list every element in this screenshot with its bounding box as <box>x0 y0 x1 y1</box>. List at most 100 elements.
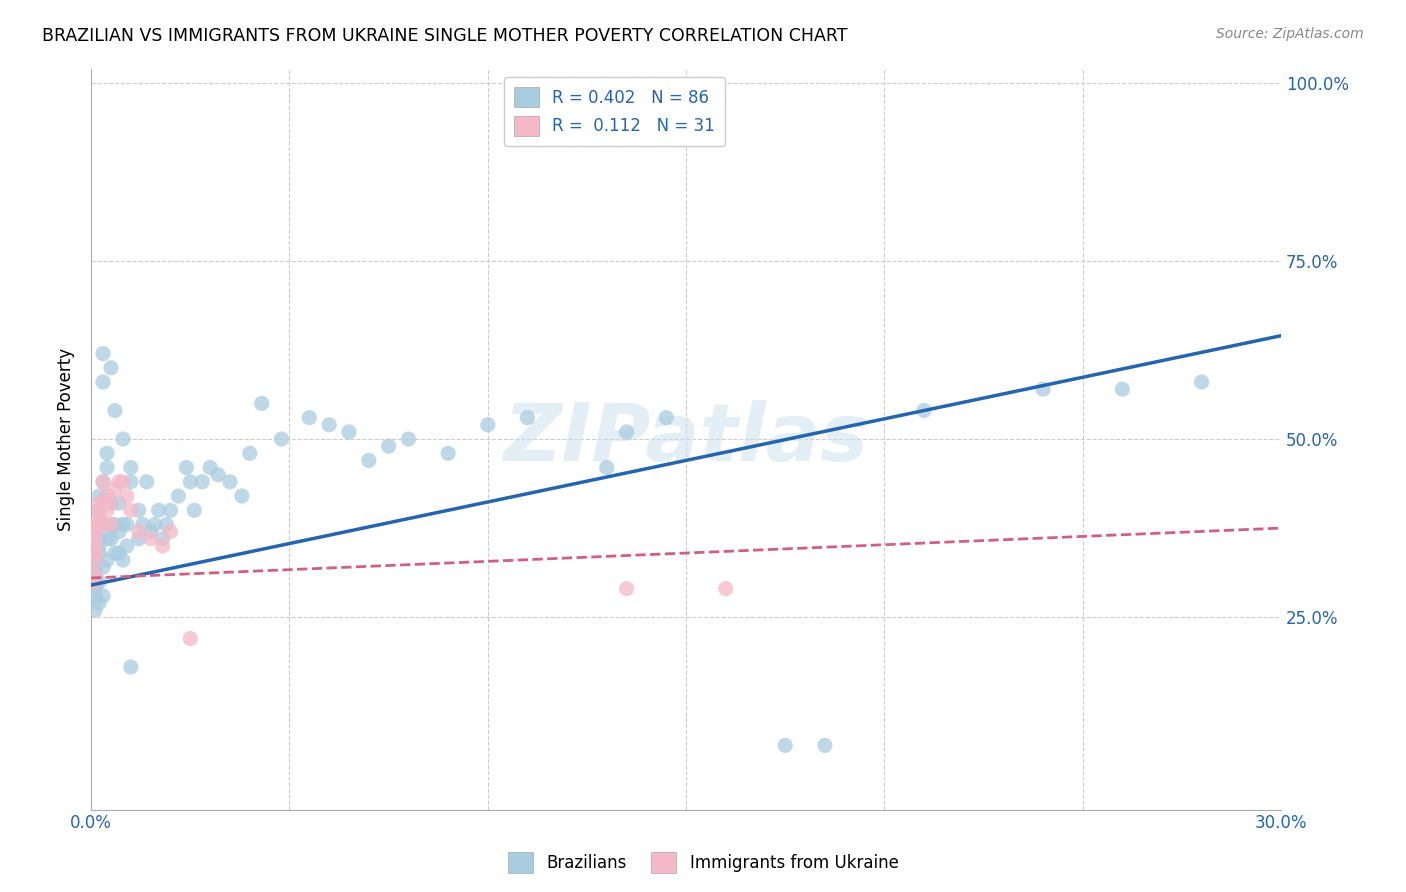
Point <box>96 460 118 475</box>
Point <box>91 517 114 532</box>
Point <box>108 475 131 489</box>
Point <box>1191 375 1213 389</box>
Point <box>84 567 107 582</box>
Point <box>198 460 221 475</box>
Point <box>84 574 107 589</box>
Point <box>96 532 118 546</box>
Point <box>176 460 198 475</box>
Point <box>159 524 181 539</box>
Point <box>396 432 419 446</box>
Point <box>84 546 107 560</box>
Point <box>91 475 114 489</box>
Point <box>100 496 122 510</box>
Point <box>84 553 107 567</box>
Point <box>96 553 118 567</box>
Point <box>100 517 122 532</box>
Y-axis label: Single Mother Poverty: Single Mother Poverty <box>58 348 75 531</box>
Point <box>104 403 127 417</box>
Point <box>115 539 138 553</box>
Point <box>912 403 935 417</box>
Point <box>108 496 131 510</box>
Point <box>596 460 619 475</box>
Point <box>84 532 107 546</box>
Point <box>87 503 110 517</box>
Point <box>100 517 122 532</box>
Point <box>219 475 242 489</box>
Point <box>377 439 399 453</box>
Point <box>87 574 110 589</box>
Point <box>84 532 107 546</box>
Point <box>84 574 107 589</box>
Text: BRAZILIAN VS IMMIGRANTS FROM UKRAINE SINGLE MOTHER POVERTY CORRELATION CHART: BRAZILIAN VS IMMIGRANTS FROM UKRAINE SIN… <box>42 27 848 45</box>
Point <box>270 432 292 446</box>
Point <box>91 589 114 603</box>
Point <box>298 410 321 425</box>
Point <box>516 410 538 425</box>
Point <box>143 517 166 532</box>
Point <box>437 446 460 460</box>
Point <box>84 553 107 567</box>
Point <box>111 517 134 532</box>
Point <box>135 475 157 489</box>
Point <box>1032 382 1054 396</box>
Point <box>100 496 122 510</box>
Point <box>120 503 142 517</box>
Point <box>337 425 360 439</box>
Point <box>191 475 214 489</box>
Point <box>87 496 110 510</box>
Point <box>616 425 638 439</box>
Point <box>155 517 177 532</box>
Point <box>96 489 118 503</box>
Point <box>108 546 131 560</box>
Point <box>814 739 837 753</box>
Point <box>318 417 340 432</box>
Point <box>96 503 118 517</box>
Point <box>159 503 181 517</box>
Point <box>91 560 114 574</box>
Point <box>714 582 737 596</box>
Point <box>87 517 110 532</box>
Point <box>100 532 122 546</box>
Point <box>84 517 107 532</box>
Point <box>87 510 110 524</box>
Point <box>477 417 499 432</box>
Point <box>773 739 796 753</box>
Point <box>100 360 122 375</box>
Legend: R = 0.402   N = 86, R =  0.112   N = 31: R = 0.402 N = 86, R = 0.112 N = 31 <box>505 77 725 146</box>
Point <box>132 517 155 532</box>
Point <box>108 524 131 539</box>
Point <box>183 503 205 517</box>
Point <box>250 396 273 410</box>
Point <box>87 596 110 610</box>
Point <box>96 446 118 460</box>
Point <box>84 582 107 596</box>
Point <box>84 546 107 560</box>
Point <box>152 532 174 546</box>
Text: ZIPatlas: ZIPatlas <box>503 400 869 478</box>
Point <box>120 660 142 674</box>
Point <box>91 375 114 389</box>
Point <box>139 524 162 539</box>
Point <box>115 489 138 503</box>
Point <box>104 517 127 532</box>
Point <box>115 517 138 532</box>
Text: Source: ZipAtlas.com: Source: ZipAtlas.com <box>1216 27 1364 41</box>
Point <box>231 489 253 503</box>
Point <box>616 582 638 596</box>
Point <box>91 346 114 360</box>
Point <box>111 475 134 489</box>
Point <box>96 489 118 503</box>
Point <box>84 560 107 574</box>
Point <box>87 539 110 553</box>
Point <box>84 589 107 603</box>
Point <box>152 539 174 553</box>
Point <box>655 410 678 425</box>
Point <box>357 453 380 467</box>
Point <box>120 475 142 489</box>
Point <box>1111 382 1133 396</box>
Point <box>91 496 114 510</box>
Point <box>148 503 170 517</box>
Point <box>84 524 107 539</box>
Legend: Brazilians, Immigrants from Ukraine: Brazilians, Immigrants from Ukraine <box>501 846 905 880</box>
Point <box>128 503 150 517</box>
